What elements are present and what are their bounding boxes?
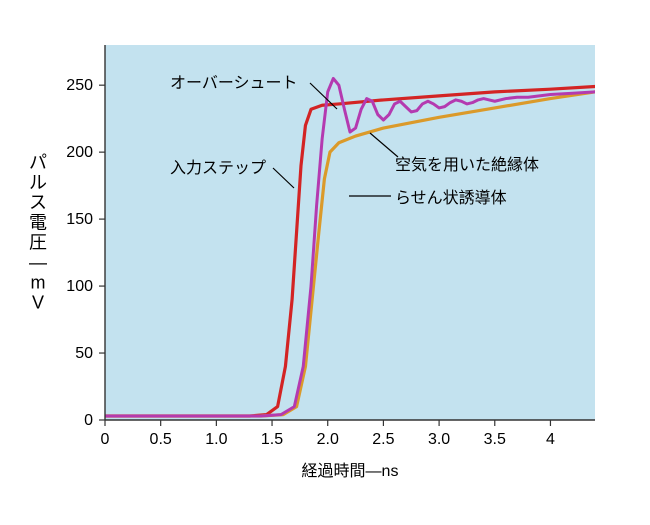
y-tick-label: 50: [75, 345, 93, 362]
y-axis-label: パルス電圧―mV: [29, 153, 47, 313]
x-tick-label: 0: [101, 431, 110, 448]
x-tick-label: 3.0: [428, 431, 450, 448]
svg-text:m: m: [31, 273, 46, 293]
chart-container: 0 0.5 1.0 1.5 2.0 2.5 3.0 3.5 4 0 50 100 150 200 250 経過…: [0, 0, 650, 525]
x-tick-label: 0.5: [150, 431, 172, 448]
y-tick-label: 100: [66, 278, 93, 295]
x-tick-label: 2.0: [317, 431, 339, 448]
svg-text:―: ―: [29, 253, 47, 273]
y-tick-label: 150: [66, 211, 93, 228]
annotation-overshoot_label: オーバーシュート: [170, 75, 298, 92]
x-tick-label: 2.5: [372, 431, 394, 448]
annotation-air_insulator_label: 空気を用いた絶縁体: [395, 156, 539, 174]
x-tick-label: 1.5: [261, 431, 283, 448]
x-tick-label: 4: [546, 431, 555, 448]
x-axis-label: 経過時間―ns: [302, 462, 399, 480]
line-chart: 0 0.5 1.0 1.5 2.0 2.5 3.0 3.5 4 0 50 100 150 200 250 経過…: [0, 0, 650, 525]
y-tick-label: 200: [66, 144, 93, 161]
y-tick-label: 0: [84, 412, 93, 429]
svg-text:ル: ル: [29, 173, 47, 193]
annotation-spiral_label: らせん状誘導体: [395, 188, 507, 207]
y-tick-label: 250: [66, 77, 93, 94]
annotation-input_step_label: 入力ステップ: [170, 159, 266, 177]
svg-text:ス: ス: [29, 193, 47, 213]
svg-text:パ: パ: [29, 153, 47, 173]
svg-text:圧: 圧: [29, 233, 47, 253]
x-tick-label: 3.5: [484, 431, 506, 448]
x-tick-label: 1.0: [205, 431, 227, 448]
svg-text:電: 電: [29, 213, 47, 233]
svg-text:V: V: [32, 293, 44, 313]
